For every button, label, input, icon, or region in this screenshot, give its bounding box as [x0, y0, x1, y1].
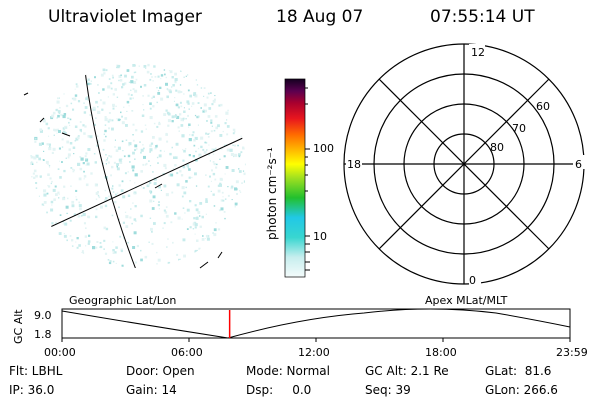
- timeline-xtick-1800: 18:00: [425, 346, 457, 359]
- colorbar-gradient: [284, 78, 306, 278]
- lat-label-70: 70: [512, 122, 526, 135]
- apex-mlat-title: Apex MLat/MLT: [425, 294, 508, 307]
- geo-latlon-title: Geographic Lat/Lon: [69, 294, 177, 307]
- instrument-title: Ultraviolet Imager: [48, 7, 202, 27]
- timeline-xtick-0600: 06:00: [171, 346, 203, 359]
- altitude-curve: [61, 308, 571, 339]
- lat-label-60: 60: [536, 100, 550, 113]
- info-seq: Seq: 39: [365, 383, 411, 397]
- colorbar-tick-10: 10: [313, 230, 327, 243]
- timeline-xtick-0000: 00:00: [44, 346, 76, 359]
- timeline-ytick-bottom: 1.8: [34, 328, 52, 341]
- timeline-axis-label: GC Alt: [12, 309, 25, 344]
- uv-disk-image: [30, 62, 246, 268]
- info-gain: Gain: 14: [126, 383, 177, 397]
- timeline-xtick-1200: 12:00: [298, 346, 330, 359]
- info-glon: GLon: 266.6: [485, 383, 558, 397]
- mlt-label-18: 18: [347, 158, 361, 171]
- info-door: Door: Open: [126, 364, 195, 378]
- timeline-ytick-top: 9.0: [34, 309, 52, 322]
- info-glat: GLat: 81.6: [485, 364, 552, 378]
- mlt-label-0: 0: [469, 274, 476, 287]
- info-ip: IP: 36.0: [9, 383, 55, 397]
- mlt-label-6: 6: [575, 158, 582, 171]
- info-flt: Flt: LBHL: [9, 364, 63, 378]
- date-label: 18 Aug 07: [276, 7, 364, 27]
- info-mode: Mode: Normal: [246, 364, 330, 378]
- lat-label-80: 80: [490, 141, 504, 154]
- time-label: 07:55:14 UT: [430, 7, 535, 27]
- mlt-label-12: 12: [471, 46, 485, 59]
- colorbar-unit-label: photon cm⁻²s⁻¹: [265, 147, 279, 240]
- info-dsp: Dsp: 0.0: [246, 383, 312, 397]
- info-gcalt: GC Alt: 2.1 Re: [365, 364, 449, 378]
- colorbar-tick-100: 100: [313, 142, 334, 155]
- timeline-xtick-2359: 23:59: [556, 346, 588, 359]
